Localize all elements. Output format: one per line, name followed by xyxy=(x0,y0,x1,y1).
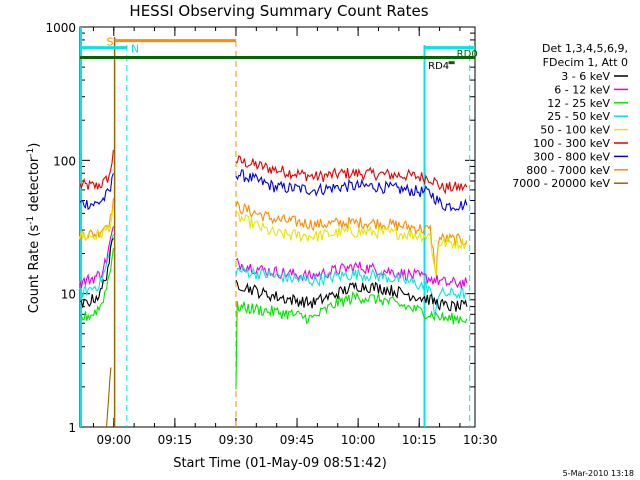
footer-date: 5-Mar-2010 13:18 xyxy=(563,469,634,478)
legend-entry-label: 300 - 800 keV xyxy=(533,150,610,163)
series-line-3 xyxy=(235,210,468,278)
rd4-label: RD4 xyxy=(428,61,449,72)
x-tick-label: 10:30 xyxy=(463,433,498,447)
legend-entry-label: 800 - 7000 keV xyxy=(526,164,610,177)
plot-frame xyxy=(79,26,476,428)
x-tick-label: 09:30 xyxy=(219,433,254,447)
series-line-5 xyxy=(79,233,114,298)
legend-entry-label: 25 - 50 keV xyxy=(547,110,610,123)
y-axis-label: Count Rate (s-1 detector-1) xyxy=(26,143,42,314)
chart-title: HESSI Observing Summary Count Rates xyxy=(129,2,428,20)
series-line-0 xyxy=(79,149,114,191)
legend-entry-label: 3 - 6 keV xyxy=(561,70,610,83)
y-axis-label-sup2: -1 xyxy=(26,148,36,157)
plot-area: 1 10 100 1000 09:00 09:15 09:30 09:45 10:00 10:15… xyxy=(45,21,497,447)
x-tick-label: 09:45 xyxy=(280,433,315,447)
y-axis-label-main: Count Rate (s xyxy=(27,225,42,314)
series-line-4 xyxy=(235,257,468,289)
series-line-7 xyxy=(80,247,114,321)
legend-header-2: FDecim 1, Att 0 xyxy=(543,56,628,69)
x-tick-label: 10:15 xyxy=(402,433,437,447)
legend-entry-label: 100 - 300 keV xyxy=(533,137,610,150)
x-tick-label: 10:00 xyxy=(341,433,376,447)
y-tick-label: 1 xyxy=(68,421,76,435)
x-tick-label: 09:15 xyxy=(158,433,193,447)
y-tick-label: 10 xyxy=(61,288,76,302)
legend-entry-label: 7000 - 20000 keV xyxy=(512,177,610,190)
y-tick-label: 100 xyxy=(53,154,76,168)
saa-label: S xyxy=(106,36,113,49)
legend: Det 1,3,4,5,6,9, FDecim 1, Att 0 3 - 6 k… xyxy=(512,42,628,190)
y-axis-label-sup1: -1 xyxy=(26,216,36,225)
y-tick-label: 1000 xyxy=(45,21,76,35)
rd0-label: RD0 xyxy=(457,49,478,60)
series-line-1 xyxy=(235,169,468,212)
night-label: N xyxy=(131,43,139,56)
series-line-8 xyxy=(105,367,112,428)
legend-entry-label: 50 - 100 keV xyxy=(540,124,610,137)
series-line-5 xyxy=(235,264,468,315)
y-axis-label-mid: detector xyxy=(27,156,42,216)
legend-header-1: Det 1,3,4,5,6,9, xyxy=(542,42,628,55)
series-line-6 xyxy=(79,238,114,308)
series-line-7 xyxy=(235,291,468,390)
x-axis-label: Start Time (01-May-09 08:51:42) xyxy=(173,456,387,471)
series-line-0 xyxy=(235,155,468,195)
y-axis-label-end: ) xyxy=(27,143,42,148)
legend-entry-label: 6 - 12 keV xyxy=(554,83,610,96)
legend-entry-label: 12 - 25 keV xyxy=(547,97,610,110)
series-line-2 xyxy=(235,200,468,273)
series-line-6 xyxy=(235,279,468,312)
series-line-1 xyxy=(79,173,114,211)
series-line-3 xyxy=(79,206,114,241)
x-tick-label: 09:00 xyxy=(97,433,132,447)
